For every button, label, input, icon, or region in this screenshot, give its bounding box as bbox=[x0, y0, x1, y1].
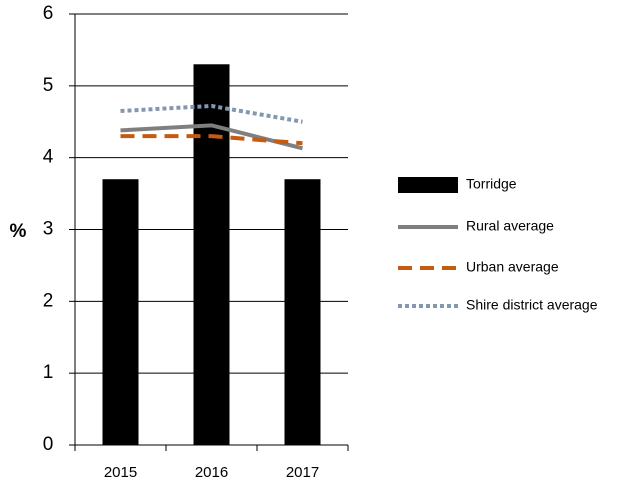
legend-label: Shire district average bbox=[466, 297, 598, 313]
y-tick-label: 0 bbox=[43, 434, 54, 455]
legend-swatch bbox=[398, 177, 458, 193]
y-tick-label: 3 bbox=[43, 219, 54, 240]
line bbox=[120, 103, 303, 124]
legend-label: Torridge bbox=[466, 176, 517, 192]
x-tick-label: 2016 bbox=[195, 464, 228, 481]
line bbox=[120, 134, 303, 146]
bar bbox=[102, 179, 139, 445]
y-tick-label: 6 bbox=[43, 3, 54, 24]
x-tick-label: 2015 bbox=[104, 464, 137, 481]
line bbox=[120, 123, 303, 151]
legend-label: Urban average bbox=[466, 259, 559, 275]
x-tick-label: 2017 bbox=[286, 464, 319, 481]
legend-label: Rural average bbox=[466, 218, 554, 234]
bar bbox=[193, 64, 230, 446]
y-tick-label: 2 bbox=[43, 290, 54, 311]
bar bbox=[284, 179, 321, 445]
y-tick-label: 5 bbox=[43, 75, 54, 96]
y-axis-label: % bbox=[10, 221, 27, 242]
y-tick-label: 1 bbox=[43, 362, 54, 383]
y-tick-label: 4 bbox=[43, 147, 54, 168]
